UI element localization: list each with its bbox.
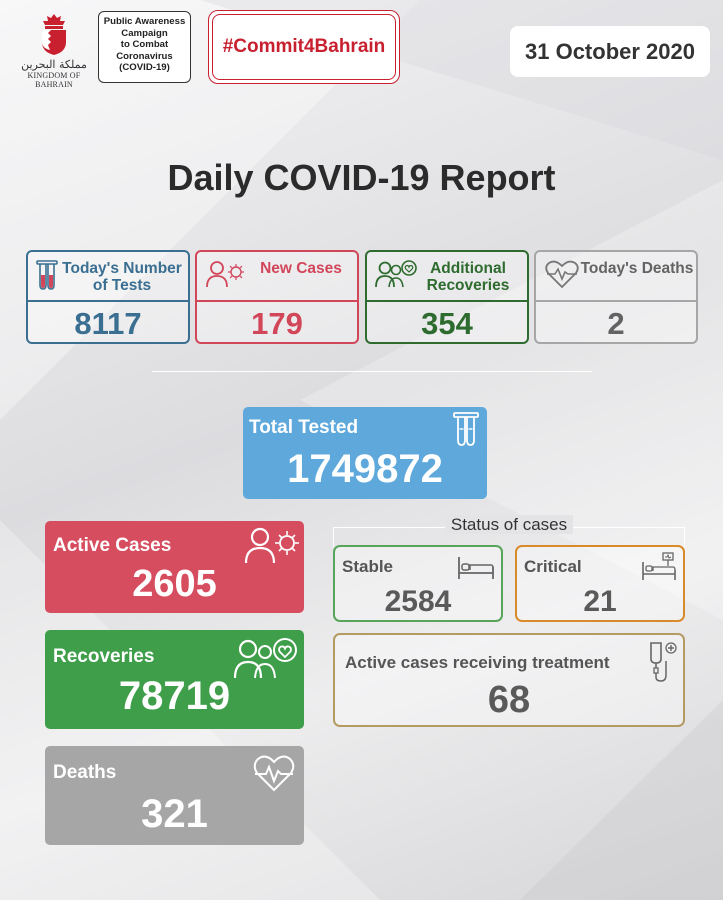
status-title-text: Status of cases	[444, 515, 574, 534]
critical-card: Critical 21	[515, 545, 685, 622]
stat-card-recoveries: Additional Recoveries 354	[365, 250, 529, 344]
recoveries-card: Recoveries 78719	[45, 630, 304, 729]
people-heart-icon	[375, 260, 417, 288]
active-cases-label: Active Cases	[53, 535, 172, 556]
stat-label: New Cases	[260, 260, 342, 277]
stable-label: Stable	[342, 557, 394, 576]
report-date: 31 October 2020	[510, 26, 710, 77]
total-tested-label: Total Tested	[249, 417, 359, 438]
emblem-english-text: KINGDOM OF BAHRAIN	[27, 71, 81, 89]
deaths-label: Deaths	[53, 762, 117, 783]
campaign-line: Campaign	[121, 27, 168, 39]
page-title: Daily COVID-19 Report	[167, 157, 556, 198]
campaign-line: Public Awareness	[103, 16, 186, 27]
hashtag-frame	[208, 10, 400, 84]
stat-card-header: Today's Number of Tests	[28, 252, 188, 302]
recoveries-value: 78719	[118, 674, 231, 718]
stat-label: Additional Recoveries	[426, 260, 510, 294]
person-virus-icon	[206, 261, 244, 288]
stable-value: 2584	[384, 585, 452, 618]
total-tested-value: 1749872	[287, 447, 443, 491]
campaign-line: to Combat	[120, 39, 169, 50]
campaign-line: (COVID-19)	[119, 62, 170, 73]
person-virus-icon	[244, 527, 299, 564]
heartbeat-icon	[253, 755, 295, 792]
stat-value: 8117	[74, 306, 142, 341]
active-cases-card: Active Cases 2605	[45, 521, 304, 613]
test-tubes-icon	[453, 412, 479, 446]
stat-card-header: Today's Deaths	[536, 252, 696, 302]
critical-value: 21	[583, 585, 617, 618]
heartbeat-icon	[545, 260, 579, 289]
emblem-arabic-text: مملكة البحرين	[21, 58, 87, 71]
hashtag-badge: #Commit4Bahrain	[212, 14, 396, 80]
critical-label: Critical	[524, 557, 582, 576]
deaths-value: 321	[141, 792, 208, 836]
bahrain-crest-icon	[42, 14, 66, 55]
stat-card-header: Additional Recoveries	[367, 252, 527, 302]
status-title: Status of cases	[434, 515, 584, 535]
deaths-card: Deaths 321	[45, 746, 304, 845]
section-divider	[152, 371, 592, 372]
people-heart-icon	[234, 638, 297, 679]
icu-bed-icon	[642, 552, 676, 580]
stat-card-tests: Today's Number of Tests 8117	[26, 250, 190, 344]
stat-card-header: New Cases	[197, 252, 357, 302]
stat-value: 2	[607, 306, 625, 341]
active-cases-value: 2605	[132, 563, 217, 605]
stat-card-new-cases: New Cases 179	[195, 250, 359, 344]
campaign-badge: Public Awareness Campaign to Combat Coro…	[98, 11, 191, 83]
campaign-line: Coronavirus	[116, 50, 173, 62]
stat-value: 354	[421, 306, 473, 341]
stable-card: Stable 2584	[333, 545, 503, 622]
iv-drip-icon	[650, 642, 677, 682]
stat-card-deaths: Today's Deaths 2	[534, 250, 698, 344]
stat-value: 179	[251, 306, 303, 341]
total-tested-card: Total Tested 1749872	[243, 407, 487, 499]
kingdom-emblem: مملكة البحرين KINGDOM OF BAHRAIN	[8, 12, 100, 89]
bed-icon	[458, 557, 494, 579]
treatment-label: Active cases receiving treatment	[345, 653, 610, 672]
test-tubes-icon	[36, 260, 58, 290]
treatment-value: 68	[487, 679, 531, 721]
recoveries-label: Recoveries	[53, 646, 155, 667]
stat-label: Today's Deaths	[580, 260, 694, 277]
treatment-card: Active cases receiving treatment 68	[333, 633, 685, 727]
stat-label: Today's Number of Tests	[62, 260, 182, 294]
